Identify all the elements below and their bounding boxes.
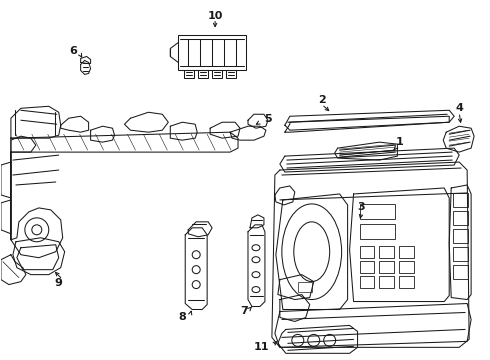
Text: 5: 5 xyxy=(264,114,272,124)
Bar xyxy=(453,265,468,279)
Bar xyxy=(184,71,194,78)
Text: 3: 3 xyxy=(358,202,366,212)
Bar xyxy=(360,276,374,288)
Text: 10: 10 xyxy=(207,11,223,21)
Bar xyxy=(453,229,468,243)
Bar xyxy=(379,246,394,258)
Bar xyxy=(360,261,374,273)
Bar xyxy=(298,282,312,292)
Text: 4: 4 xyxy=(455,103,463,113)
Bar xyxy=(226,71,236,78)
Bar xyxy=(178,35,246,71)
Bar xyxy=(198,71,208,78)
Text: 2: 2 xyxy=(318,95,325,105)
Bar xyxy=(399,246,415,258)
Bar xyxy=(453,247,468,261)
Bar xyxy=(399,261,415,273)
Bar xyxy=(379,276,394,288)
Text: 11: 11 xyxy=(254,342,270,352)
Bar xyxy=(453,193,468,207)
Bar xyxy=(212,71,222,78)
Bar xyxy=(379,261,394,273)
Text: 8: 8 xyxy=(178,312,186,323)
Text: 9: 9 xyxy=(55,278,63,288)
Text: 6: 6 xyxy=(70,45,77,55)
Text: 1: 1 xyxy=(395,137,403,147)
Text: 7: 7 xyxy=(240,306,248,316)
Bar xyxy=(360,246,374,258)
Bar xyxy=(360,224,395,239)
Bar xyxy=(453,211,468,225)
Bar xyxy=(360,204,395,219)
Bar xyxy=(399,276,415,288)
